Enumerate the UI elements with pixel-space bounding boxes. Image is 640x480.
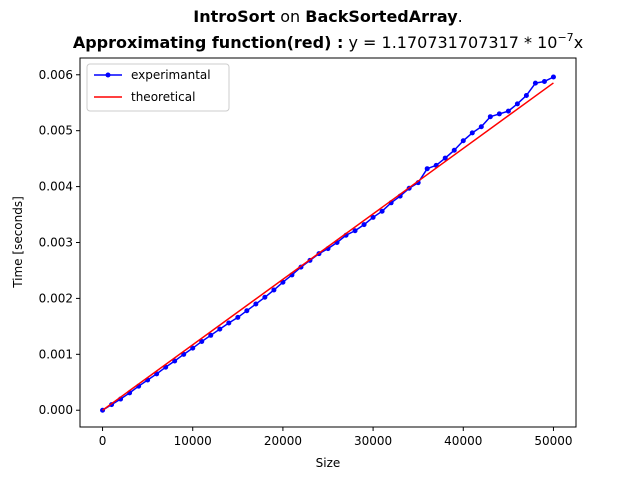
x-tick-label: 50000: [534, 434, 572, 448]
data-point: [226, 320, 232, 326]
title-formula: y = 1.170731707317 * 10: [343, 33, 557, 52]
chart-title-line2: Approximating function(red) : y = 1.1707…: [73, 31, 583, 52]
data-point: [352, 228, 358, 234]
data-point: [496, 111, 502, 117]
y-tick-label: 0.005: [39, 124, 73, 138]
data-point: [541, 78, 547, 84]
data-point: [172, 358, 178, 364]
data-point: [451, 147, 457, 153]
title-algorithm: IntroSort: [193, 7, 275, 26]
data-point: [460, 138, 466, 144]
x-tick-label: 10000: [174, 434, 212, 448]
y-axis-label: Time [seconds]: [11, 196, 25, 289]
y-tick-label: 0.003: [39, 236, 73, 250]
legend-label-theoretical: theoretical: [131, 90, 195, 104]
y-tick-label: 0.004: [39, 180, 73, 194]
title-suffix: x: [574, 33, 583, 52]
data-point: [208, 332, 214, 338]
x-tick-label: 40000: [444, 434, 482, 448]
title-array: BackSortedArray: [305, 7, 458, 26]
x-tick-label: 20000: [264, 434, 302, 448]
legend-marker-experimental: [105, 72, 111, 78]
data-point: [550, 74, 556, 80]
series-layer: [100, 74, 556, 413]
data-point: [361, 222, 367, 228]
data-point: [379, 208, 385, 214]
data-point: [217, 326, 223, 332]
data-point: [244, 308, 250, 314]
data-point: [271, 287, 277, 293]
data-point: [253, 301, 259, 307]
data-point: [262, 294, 268, 300]
x-tick-label: 0: [99, 434, 107, 448]
data-point: [469, 130, 475, 136]
data-point: [514, 101, 520, 107]
data-point: [532, 80, 538, 86]
title-connector: on: [275, 7, 305, 26]
x-axis-label: Size: [316, 456, 341, 470]
y-axis: 0.000 0.001 0.002 0.003 0.004 0.005 0.006: [39, 68, 80, 417]
data-point: [370, 214, 376, 220]
data-point: [487, 114, 493, 120]
chart-title-line1: IntroSort on BackSortedArray.: [193, 7, 463, 26]
data-point: [424, 166, 430, 172]
data-point: [505, 108, 511, 114]
data-point: [442, 155, 448, 161]
series-line-theoretical: [102, 82, 554, 411]
title-prefix: Approximating function(red) :: [73, 33, 344, 52]
y-tick-label: 0.006: [39, 68, 73, 82]
legend-box: [86, 63, 230, 112]
y-tick-label: 0.001: [39, 347, 73, 361]
data-point: [478, 124, 484, 130]
x-axis: 0 10000 20000 30000 40000 50000: [99, 427, 573, 448]
data-point: [190, 345, 196, 351]
y-tick-label: 0.000: [39, 403, 73, 417]
title-end: .: [458, 7, 463, 26]
data-point: [235, 314, 241, 320]
x-tick-label: 30000: [354, 434, 392, 448]
y-tick-label: 0.002: [39, 291, 73, 305]
title-exponent: −7: [557, 31, 573, 44]
plot-area: [79, 57, 577, 428]
data-point: [199, 338, 205, 344]
data-point: [523, 92, 529, 98]
legend: experimantal theoretical: [86, 63, 230, 112]
legend-label-experimental: experimantal: [131, 68, 211, 82]
